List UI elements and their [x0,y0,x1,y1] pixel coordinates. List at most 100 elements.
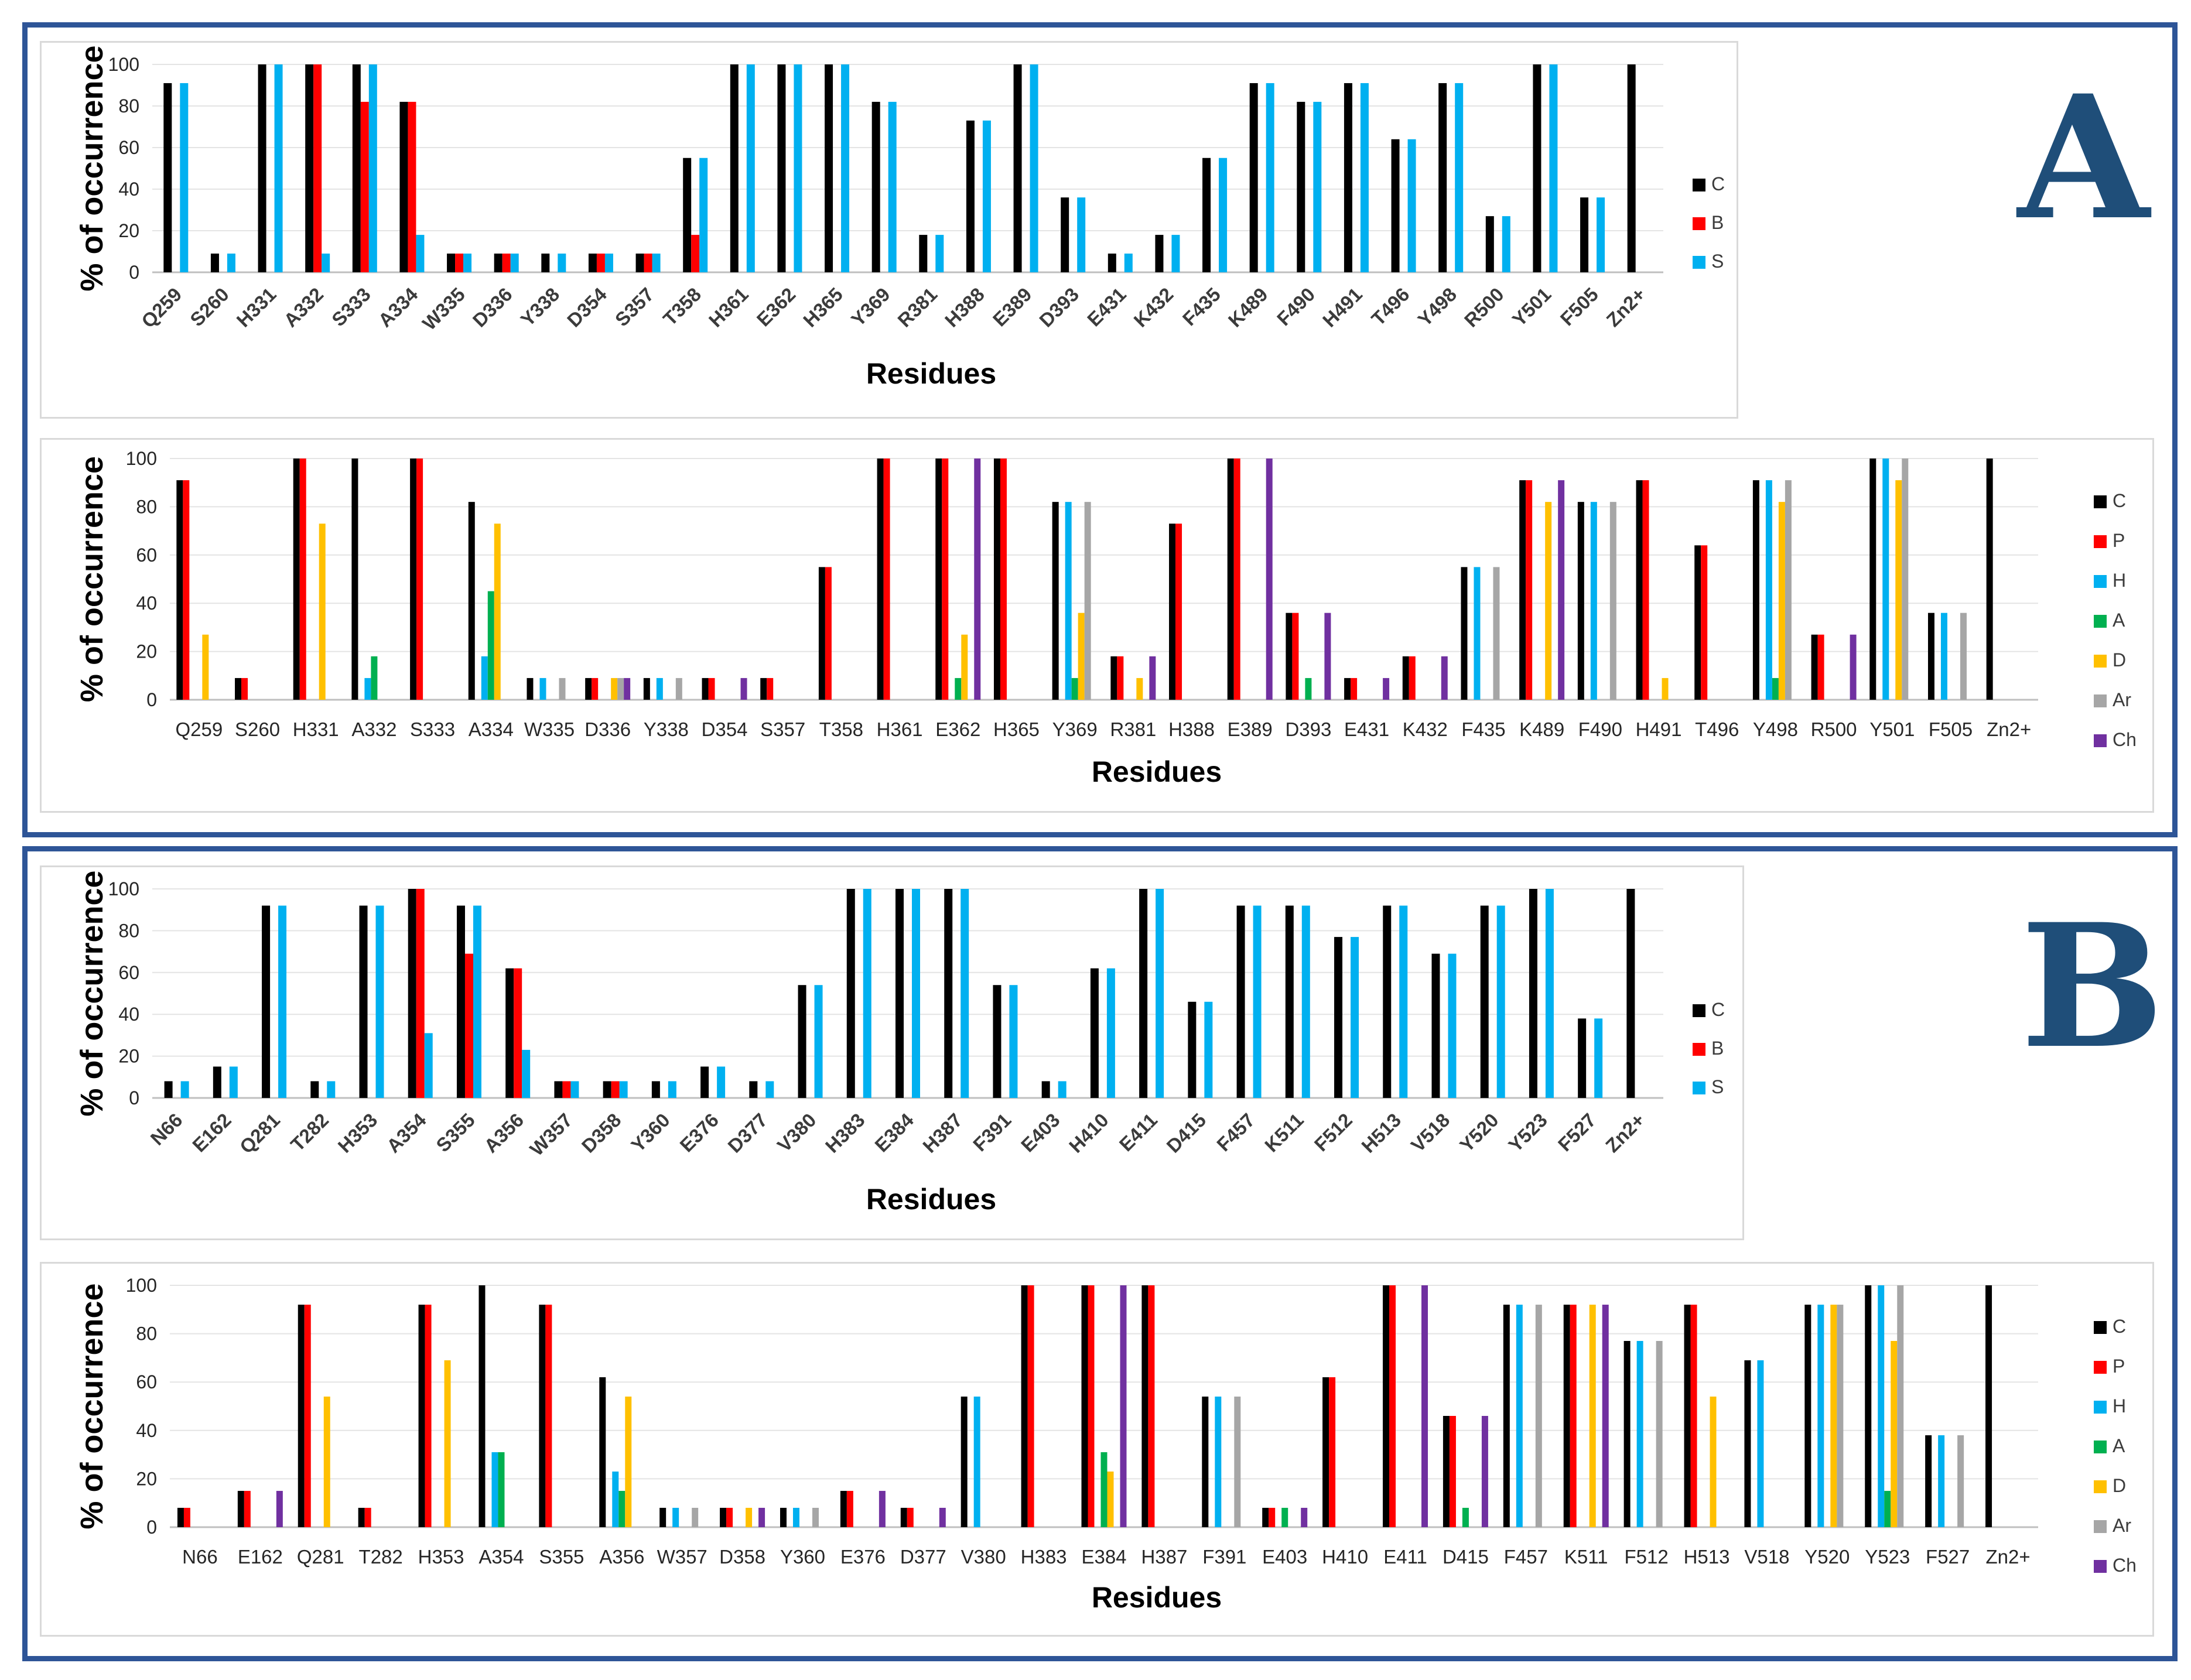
bar-c-h353 [418,1305,425,1527]
legend-swatch [1693,1043,1705,1056]
bar-s-e403 [1058,1081,1067,1098]
legend-label: B [1711,212,1724,233]
x-tick-label: E384 [1081,1546,1126,1568]
bar-h-v518 [1757,1360,1764,1527]
x-tick-label: K432 [1403,718,1448,740]
bar-c-e162 [237,1491,244,1527]
bar-d-e384 [1107,1472,1114,1527]
bar-h-f505 [1940,613,1947,700]
y-tick-label: 100 [126,448,157,469]
bar-c-y498 [1752,480,1759,700]
bar-d-q259 [202,634,209,700]
x-tick-label: Y338 [644,718,689,740]
bar-a-d393 [1305,678,1312,700]
bar-s-a356 [522,1049,531,1098]
bar-c-w335 [447,254,456,272]
bar-p-d415 [1449,1416,1456,1527]
bar-c-f490 [1297,101,1305,272]
bar-s-y520 [1496,905,1505,1098]
bar-ar-y501 [1902,459,1909,700]
bar-c-f527 [1925,1435,1932,1527]
bar-c-h353 [359,905,368,1098]
x-tick-label: Y360 [780,1546,825,1568]
y-tick-label: 80 [118,95,139,117]
x-tick-label: F391 [1202,1546,1246,1568]
bar-c-r500 [1811,634,1818,700]
bar-h-w335 [539,678,546,700]
bar-p-k489 [1526,480,1533,700]
bar-c-q281 [262,905,271,1098]
x-tick-label: D336 [585,718,631,740]
bar-c-k511 [1563,1305,1570,1527]
bar-s-f505 [1597,197,1605,272]
legend-label: D [2113,649,2126,670]
bar-a-a334 [487,591,494,700]
legend-swatch [2094,694,2107,707]
bar-p-h361 [883,459,890,700]
x-tick-label: V518 [1744,1546,1789,1568]
bar-c-d354 [588,254,597,272]
legend-swatch [2094,1560,2107,1573]
legend-swatch [1693,256,1705,269]
y-tick-label: 80 [136,496,157,517]
bar-s-f457 [1253,905,1262,1098]
x-tick-label: D358 [719,1546,765,1568]
bar-p-e362 [942,459,949,700]
bar-s-e389 [1030,64,1038,272]
bar-c-a354 [478,1285,486,1527]
bar-c-h513 [1684,1305,1691,1527]
bar-c-t282 [358,1507,365,1527]
x-tick-label: F435 [1461,718,1505,740]
x-tick-label: R500 [1811,718,1857,740]
bar-c-h331 [293,459,300,700]
bar-d-h353 [444,1360,451,1527]
bar-b-s357 [644,254,652,272]
bar-ch-d358 [758,1507,765,1527]
bar-p-d377 [907,1507,914,1527]
bar-s-d358 [619,1081,628,1098]
bar-ar-f490 [1609,502,1616,700]
bar-p-q259 [183,480,190,700]
bar-b-a354 [416,889,425,1098]
bar-d-e362 [961,634,968,700]
bar-h-a332 [364,678,371,700]
bar-p-h513 [1690,1305,1697,1527]
bar-ch-k432 [1441,656,1448,700]
bar-c-e389 [1227,459,1234,700]
legend-label: A [2113,610,2125,631]
x-tick-label: S357 [760,718,805,740]
x-tick-label: F527 [1926,1546,1970,1568]
legend-label: S [1711,1076,1724,1097]
bar-s-f435 [1219,158,1228,272]
x-tick-label: F457 [1504,1546,1548,1568]
y-tick-label: 60 [118,962,139,983]
chart-a2-frame [40,438,2154,813]
bar-c-y369 [1052,502,1059,700]
bar-c-r500 [1485,216,1494,272]
bar-s-k432 [1171,235,1180,272]
bar-c-n66 [177,1507,184,1527]
legend-label: B [1711,1038,1724,1059]
bar-c-v518 [1431,953,1440,1098]
x-tick-label: Q259 [175,718,223,740]
y-tick-label: 40 [118,179,139,200]
bar-s-v518 [1448,953,1457,1098]
bar-d-h513 [1710,1396,1717,1527]
bar-p-s355 [545,1305,552,1527]
legend-label: P [2113,1356,2125,1377]
bar-s-e376 [717,1066,726,1098]
bar-d-y520 [1830,1305,1837,1527]
bar-c-h387 [1141,1285,1149,1527]
bar-p-h383 [1027,1285,1034,1527]
bar-c-y498 [1438,83,1447,272]
y-tick-label: 20 [118,220,139,241]
y-tick-label: 80 [118,920,139,941]
bar-s-e384 [912,889,920,1098]
bar-p-t496 [1701,545,1708,700]
x-tick-label: K511 [1564,1546,1608,1568]
bar-c-h331 [258,64,266,272]
bar-c-zn2plus [1985,1285,1992,1527]
y-tick-label: 60 [118,137,139,158]
bar-c-e376 [840,1491,847,1527]
bar-c-a334 [468,502,475,700]
